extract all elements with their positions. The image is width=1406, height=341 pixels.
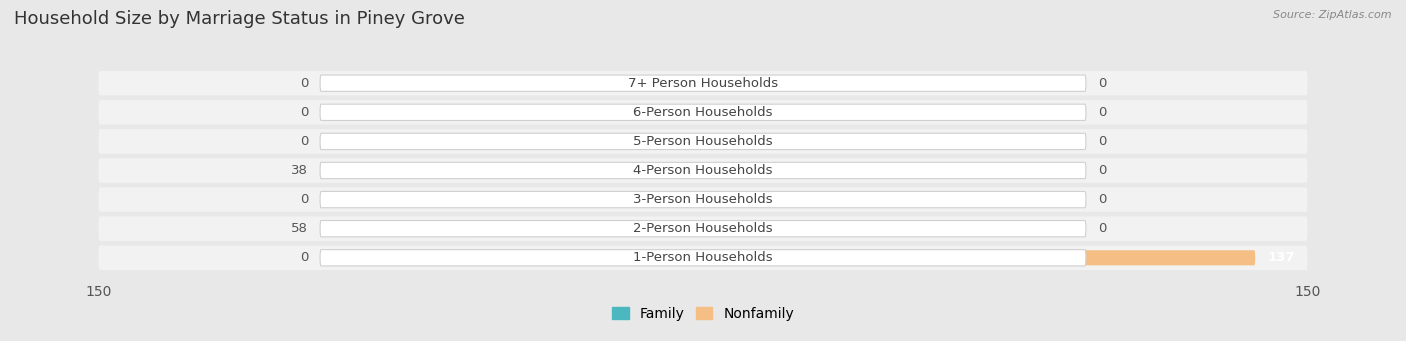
FancyBboxPatch shape	[703, 192, 776, 207]
FancyBboxPatch shape	[321, 104, 1085, 120]
FancyBboxPatch shape	[703, 163, 776, 178]
Text: 58: 58	[291, 222, 308, 235]
Text: 0: 0	[1098, 193, 1107, 206]
Text: 38: 38	[291, 164, 308, 177]
Text: Household Size by Marriage Status in Piney Grove: Household Size by Marriage Status in Pin…	[14, 10, 465, 28]
FancyBboxPatch shape	[321, 250, 1085, 266]
FancyBboxPatch shape	[98, 187, 1308, 212]
Text: 6-Person Households: 6-Person Households	[633, 106, 773, 119]
FancyBboxPatch shape	[98, 158, 1308, 183]
FancyBboxPatch shape	[703, 105, 776, 120]
FancyBboxPatch shape	[630, 250, 703, 265]
Text: Source: ZipAtlas.com: Source: ZipAtlas.com	[1274, 10, 1392, 20]
Text: 0: 0	[299, 77, 308, 90]
FancyBboxPatch shape	[703, 76, 776, 91]
FancyBboxPatch shape	[550, 163, 703, 178]
Text: 0: 0	[1098, 135, 1107, 148]
FancyBboxPatch shape	[321, 75, 1085, 91]
Text: 2-Person Households: 2-Person Households	[633, 222, 773, 235]
FancyBboxPatch shape	[630, 76, 703, 91]
FancyBboxPatch shape	[98, 100, 1308, 124]
FancyBboxPatch shape	[98, 246, 1308, 270]
Text: 5-Person Households: 5-Person Households	[633, 135, 773, 148]
FancyBboxPatch shape	[703, 221, 776, 236]
FancyBboxPatch shape	[630, 192, 703, 207]
FancyBboxPatch shape	[98, 71, 1308, 95]
Text: 0: 0	[299, 106, 308, 119]
Text: 4-Person Households: 4-Person Households	[633, 164, 773, 177]
Text: 0: 0	[1098, 106, 1107, 119]
Text: 0: 0	[299, 135, 308, 148]
Text: 0: 0	[1098, 77, 1107, 90]
FancyBboxPatch shape	[321, 191, 1085, 208]
FancyBboxPatch shape	[630, 134, 703, 149]
Text: 0: 0	[1098, 164, 1107, 177]
FancyBboxPatch shape	[321, 221, 1085, 237]
FancyBboxPatch shape	[321, 133, 1085, 150]
Text: 0: 0	[1098, 222, 1107, 235]
FancyBboxPatch shape	[703, 134, 776, 149]
FancyBboxPatch shape	[98, 129, 1308, 154]
Text: 1-Person Households: 1-Person Households	[633, 251, 773, 264]
FancyBboxPatch shape	[703, 250, 1256, 265]
FancyBboxPatch shape	[470, 221, 703, 236]
FancyBboxPatch shape	[321, 162, 1085, 179]
FancyBboxPatch shape	[630, 105, 703, 120]
FancyBboxPatch shape	[98, 217, 1308, 241]
Text: 3-Person Households: 3-Person Households	[633, 193, 773, 206]
Text: 0: 0	[299, 251, 308, 264]
Text: 0: 0	[299, 193, 308, 206]
Text: 7+ Person Households: 7+ Person Households	[628, 77, 778, 90]
Text: 137: 137	[1267, 251, 1295, 264]
Legend: Family, Nonfamily: Family, Nonfamily	[612, 307, 794, 321]
